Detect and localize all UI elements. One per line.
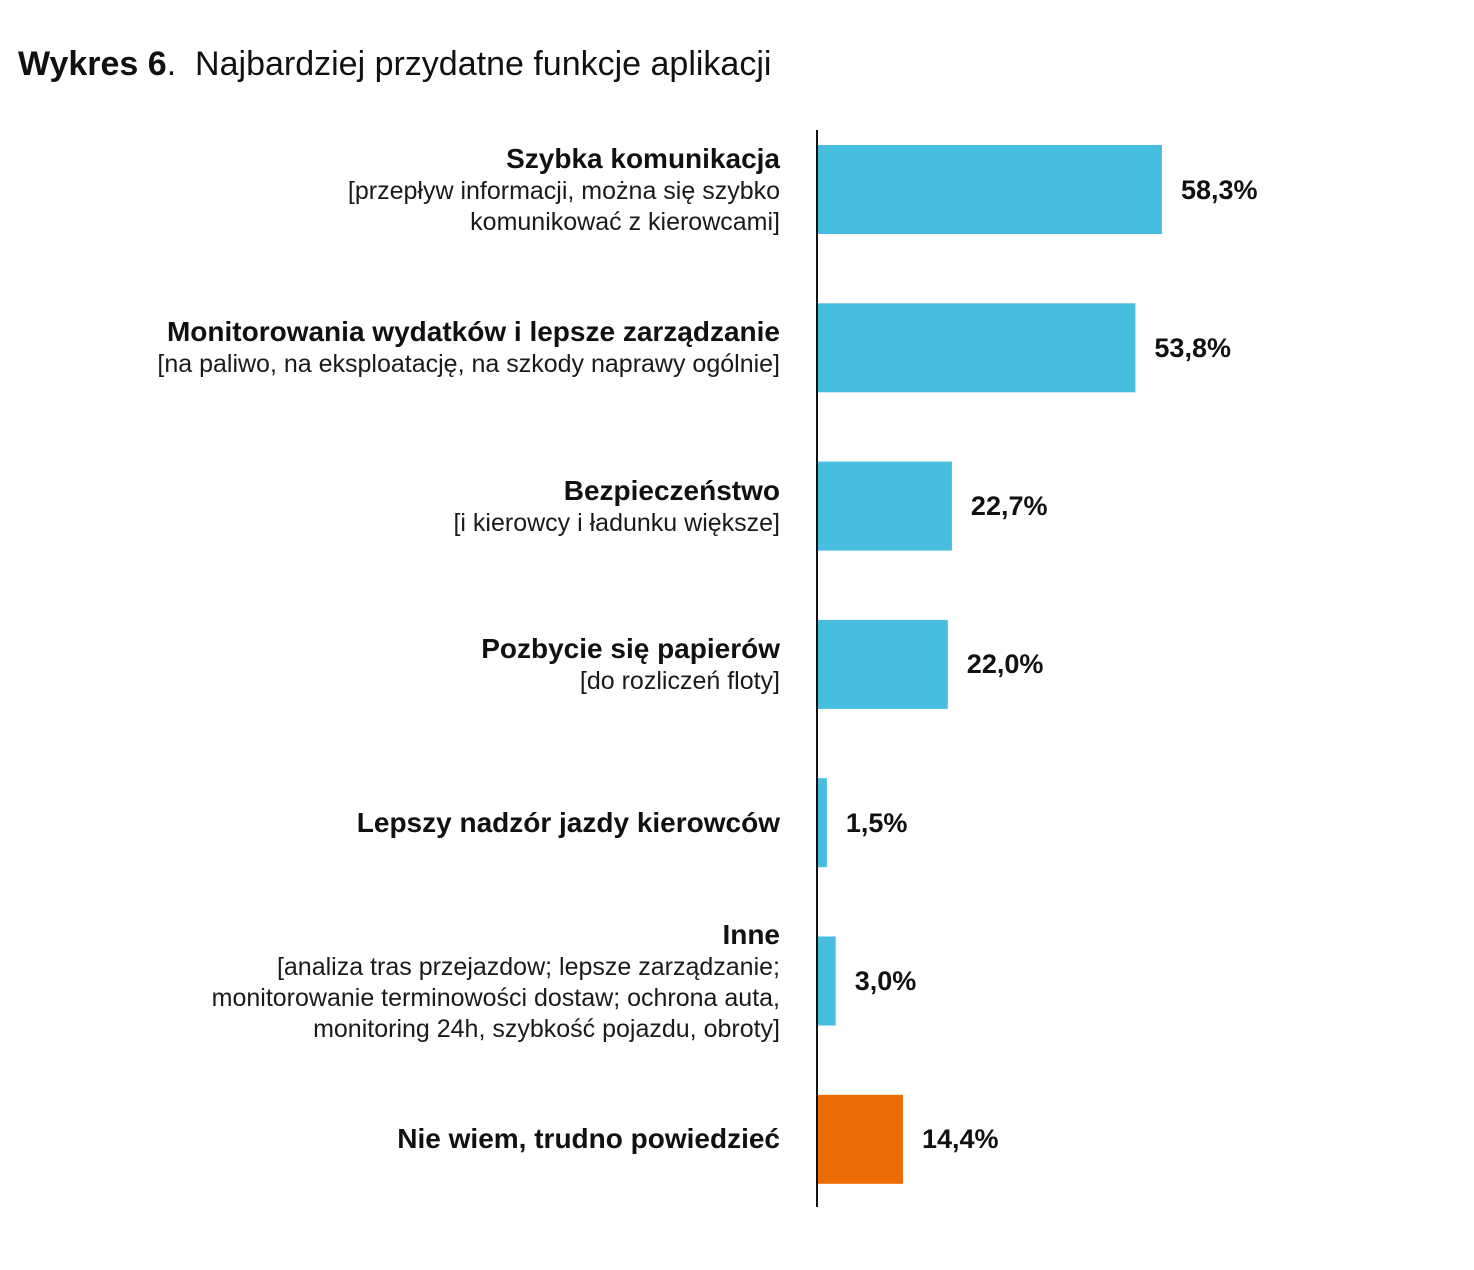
category-sublabel: [analiza tras przejazdow; lepsze zarządz… [211,952,780,1043]
bar-value-label: 58,3% [1180,174,1258,205]
bar-value-label: 3,0% [854,966,917,996]
category-label: Pozbycie się papierów [481,632,780,664]
bar-value-label: 53,8% [1154,332,1231,363]
category-label-block: Monitorowania wydatków i lepsze zarządza… [20,315,780,380]
category-sublabel: [przepływ informacji, można się szybko k… [347,176,780,236]
category-label: Szybka komunikacja [506,142,780,174]
category-label-block: Bezpieczeństwo [i kierowcy i ładunku więk… [20,474,780,539]
chart-title-prefix: Wykres 6 [18,45,167,83]
bar-3 [818,461,952,551]
chart-title-separator: . [166,45,196,83]
bar-2 [818,303,1136,393]
category-label-block: Pozbycie się papierów [do rozliczeń floty… [20,632,780,697]
category-label-block: Nie wiem, trudno powiedzieć [20,1122,780,1156]
bar-value-label: 22,7% [970,491,1048,522]
category-label: Inne [722,918,780,950]
category-label: Bezpieczeństwo [563,474,780,506]
category-label-block: Lepszy nadzór jazdy kierowców [20,806,780,840]
category-sublabel: [do rozliczeń floty] [579,666,780,695]
bar-value-label: 22,0% [966,649,1044,680]
bar-value-label: 14,4% [921,1124,999,1155]
category-label-block: Inne [analiza tras przejazdow; lepsze zar… [20,918,780,1045]
bar-6 [818,936,836,1026]
chart-title-text: Najbardziej przydatne funkcje aplikacji [195,45,772,83]
category-sublabel: [na paliwo, na eksploatację, na szkody n… [157,350,780,379]
category-label: Monitorowania wydatków i lepsze zarządza… [166,316,780,348]
category-label-block: Szybka komunikacja [przepływ informacji, … [20,142,780,238]
category-label: Lepszy nadzór jazdy kierowców [356,806,780,838]
bar-1 [818,145,1162,234]
bar-7 [818,1094,903,1184]
bar-5 [818,778,827,868]
category-label: Nie wiem, trudno powiedzieć [397,1123,780,1155]
chart-title: Wykres 6. Najbardziej przydatne funkcje … [18,42,771,86]
category-sublabel: [i kierowcy i ładunku większe] [453,508,780,537]
bar-4 [818,619,948,709]
bar-value-label: 1,5% [845,807,908,838]
